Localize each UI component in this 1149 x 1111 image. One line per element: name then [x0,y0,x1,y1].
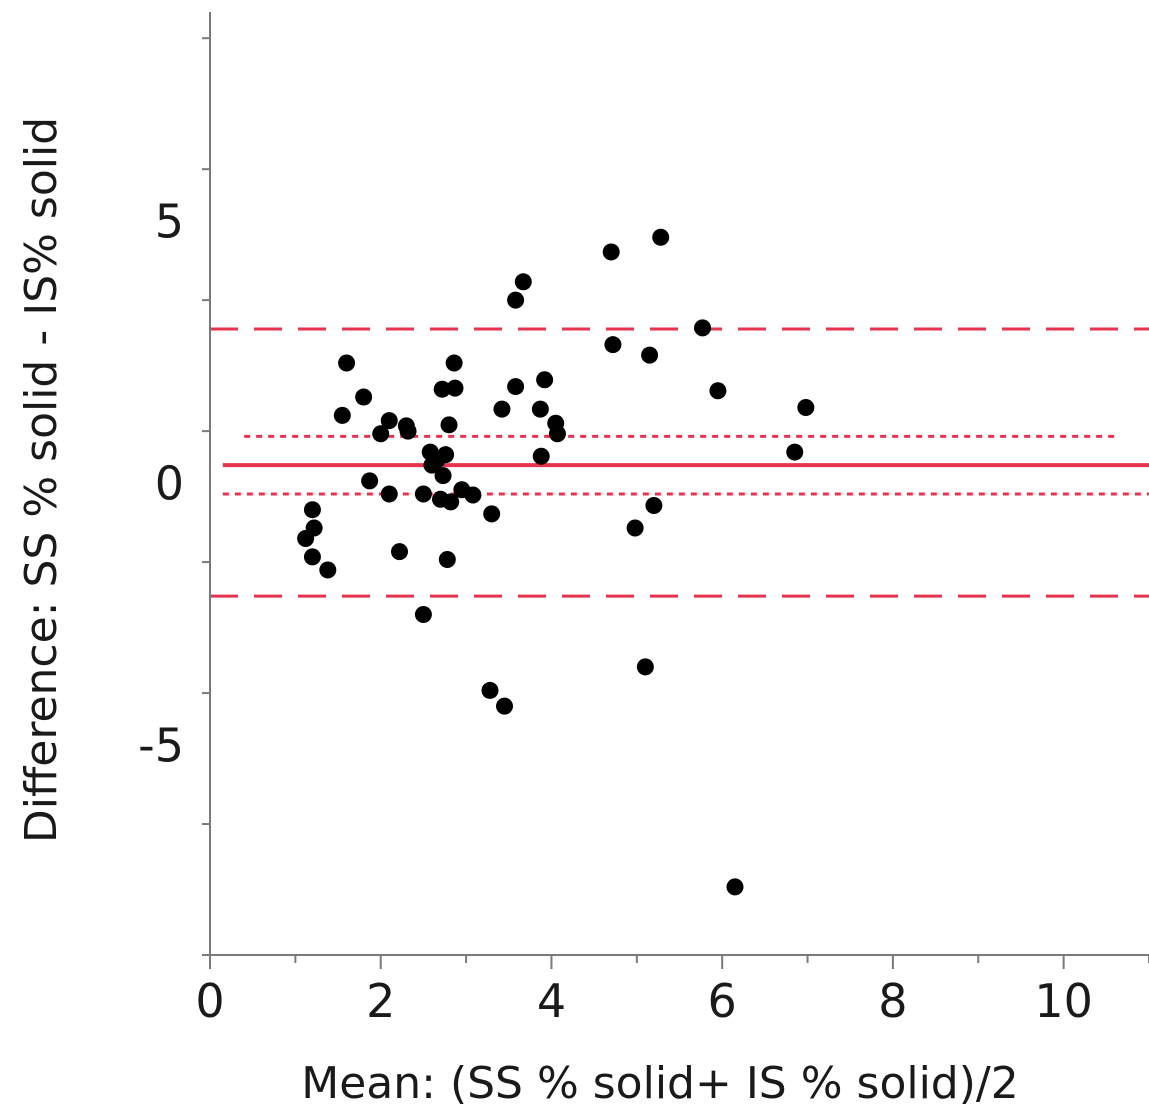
data-point [433,380,451,398]
data-point [604,336,622,354]
data-point [437,446,455,464]
data-point [493,400,511,418]
data-point [532,447,550,465]
y-tick-label: -5 [138,718,184,772]
data-point [797,399,815,417]
data-point [372,425,390,443]
data-point [399,422,417,440]
data-point [536,371,554,389]
data-point [303,548,321,566]
data-point [440,416,458,434]
data-point [645,497,663,515]
data-point [414,605,432,623]
data-point [361,472,379,490]
data-point [483,505,501,523]
data-point [726,878,744,896]
axes: 0 2 4 6 8 10 -5 0 5 [138,12,1149,1028]
data-point [709,382,727,400]
data-point [464,486,482,504]
data-point [641,346,659,364]
data-point [626,519,644,537]
x-tick-label: 0 [195,974,224,1028]
x-tick-label: 2 [366,974,395,1028]
data-point [548,425,566,443]
x-tick-label: 8 [878,974,907,1028]
data-point [380,412,398,430]
data-point [514,273,532,291]
x-tick-label: 6 [708,974,737,1028]
data-point [434,467,452,485]
y-tick-label: 0 [155,457,184,511]
data-point [602,243,620,261]
data-point [531,400,549,418]
data-point [303,501,321,519]
data-point [496,697,514,715]
data-point [442,493,460,511]
data-point [414,485,432,503]
x-tick-label: 4 [537,974,566,1028]
y-axis-label: Difference: SS % solid - IS% solid [16,117,67,843]
data-point [319,561,337,579]
data-point [355,388,373,406]
data-point [438,550,456,568]
data-point [652,228,670,246]
data-point [694,319,712,337]
data-point [391,543,409,561]
data-point [507,291,525,309]
reference-lines [210,327,1149,598]
data-point [636,658,654,676]
data-point [380,485,398,503]
data-points [297,228,815,896]
y-tick-label: 5 [155,195,184,249]
x-tick-label: 10 [1034,974,1093,1028]
data-point [481,681,499,699]
data-point [786,443,804,461]
data-point [446,379,464,397]
data-point [445,354,463,372]
data-point [338,354,356,372]
x-axis-label: Mean: (SS % solid+ IS % solid)/2 [301,1058,1018,1109]
data-point [507,378,525,396]
data-point [333,406,351,424]
data-point [305,519,323,537]
